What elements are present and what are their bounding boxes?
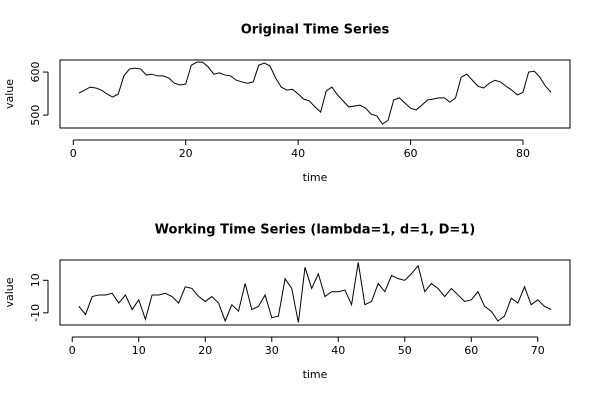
x-axis-label: time bbox=[303, 368, 328, 381]
plot-box bbox=[59, 59, 571, 129]
chart-title: Original Time Series bbox=[241, 23, 390, 38]
y-tick-label: 500 bbox=[29, 105, 42, 126]
chart-title: Working Time Series (lambda=1, d=1, D=1) bbox=[155, 223, 476, 238]
x-tick-label: 60 bbox=[404, 147, 418, 160]
x-tick-label: 30 bbox=[265, 344, 279, 357]
series-line bbox=[78, 61, 552, 125]
x-tick-label: 0 bbox=[69, 344, 76, 357]
y-tick-label: 10 bbox=[29, 273, 42, 287]
x-tick-label: 50 bbox=[398, 344, 412, 357]
x-tick-label: 10 bbox=[132, 344, 146, 357]
x-tick-label: 20 bbox=[198, 344, 212, 357]
x-tick-label: 40 bbox=[291, 147, 305, 160]
y-tick-label: -10 bbox=[29, 304, 42, 322]
y-axis-label: value bbox=[3, 79, 16, 109]
x-tick-label: 40 bbox=[331, 344, 345, 357]
x-tick-label: 0 bbox=[70, 147, 77, 160]
x-tick-label: 70 bbox=[531, 344, 545, 357]
x-tick-label: 80 bbox=[516, 147, 530, 160]
plot-box bbox=[59, 259, 571, 326]
x-tick-label: 60 bbox=[464, 344, 478, 357]
x-tick-label: 20 bbox=[179, 147, 193, 160]
series-line bbox=[78, 262, 552, 323]
y-tick-label: 600 bbox=[29, 62, 42, 83]
y-axis-label: value bbox=[3, 277, 16, 307]
x-axis-label: time bbox=[303, 171, 328, 184]
